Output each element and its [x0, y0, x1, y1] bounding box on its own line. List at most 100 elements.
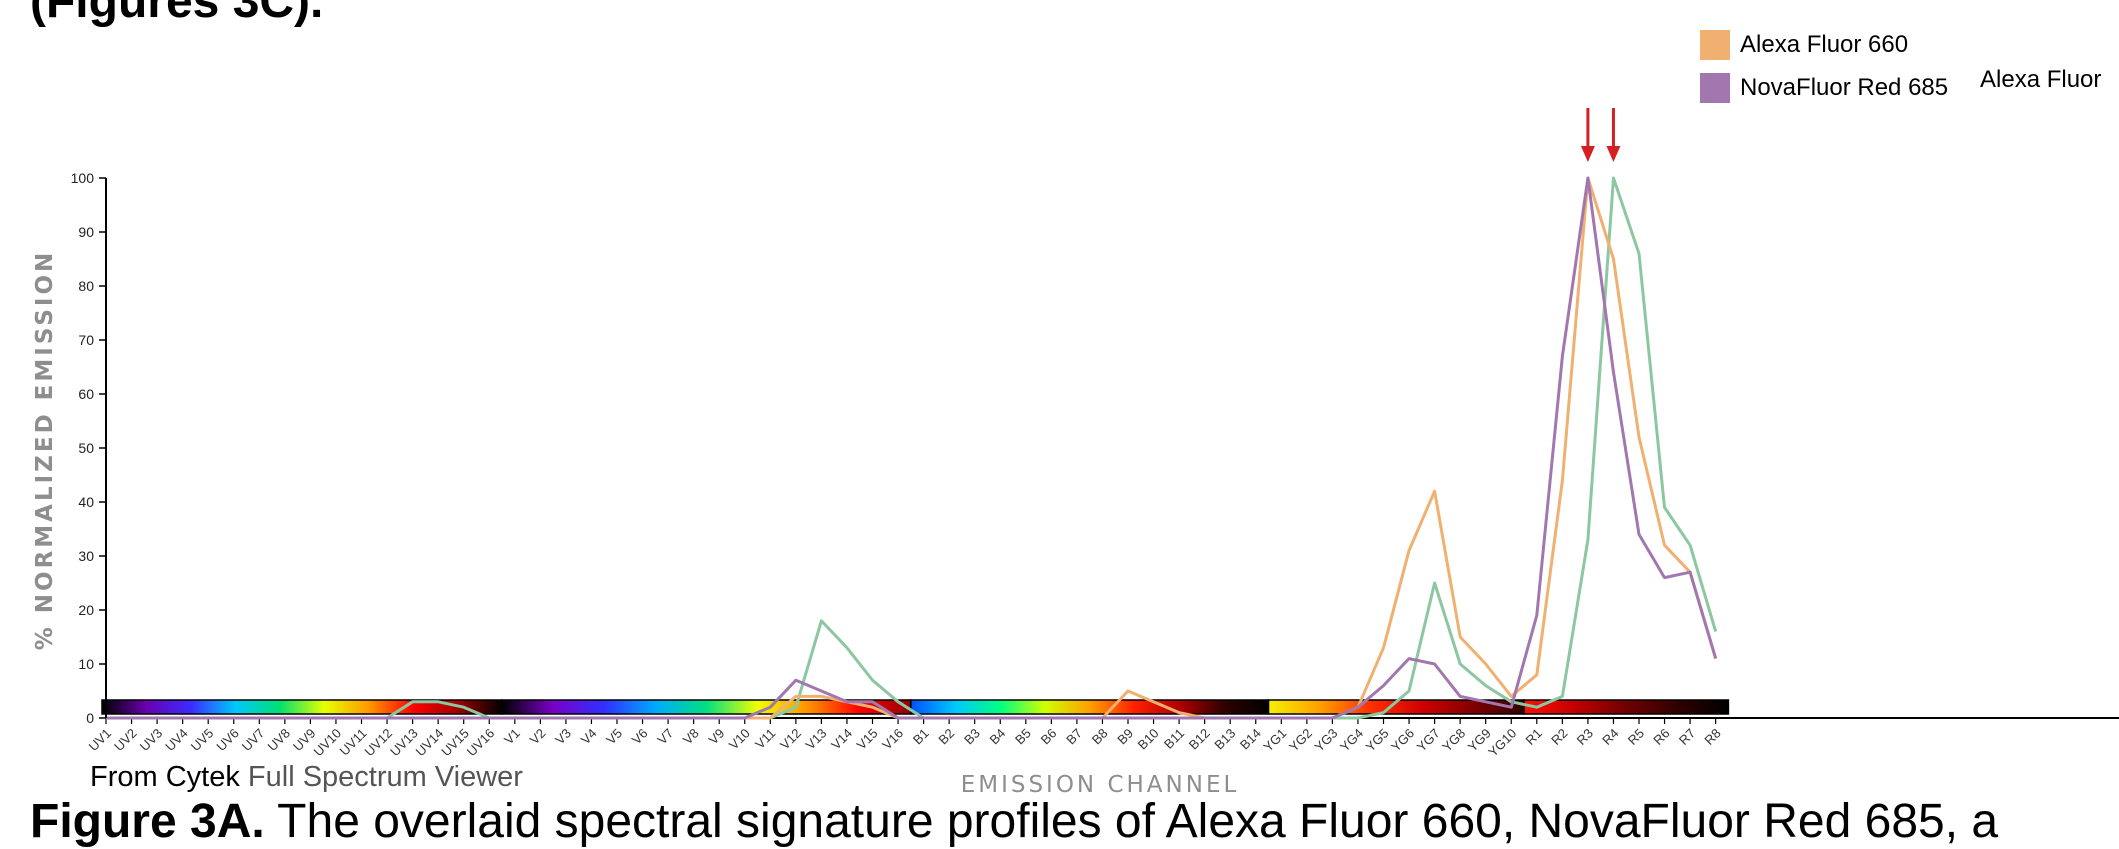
x-tick-label-b5: B5: [1012, 726, 1034, 748]
x-tick-label-b3: B3: [961, 726, 983, 748]
series-lines: [106, 176, 1718, 720]
x-tick-label-b8: B8: [1089, 726, 1111, 748]
x-tick-label-v15: V15: [854, 726, 881, 753]
peak-arrow-head: [1580, 146, 1595, 162]
y-tick-label: 40: [78, 494, 94, 510]
x-tick-label-v13: V13: [803, 726, 830, 753]
x-tick-label-v1: V1: [501, 726, 523, 748]
series-line-alexa-fluor-660: [106, 176, 1718, 720]
x-tick-label-uv15: UV15: [438, 726, 472, 760]
x-tick-label-r6: R6: [1650, 726, 1672, 748]
x-tick-label-r7: R7: [1676, 726, 1698, 748]
y-axis-label: % NORMALIZED EMISSION: [32, 250, 58, 651]
y-tick-label: 20: [78, 602, 94, 618]
x-tick-label-v8: V8: [680, 726, 702, 748]
x-axis-label: EMISSION CHANNEL: [961, 772, 1240, 798]
x-tick-label-uv8: UV8: [264, 726, 292, 754]
series-line-alexa-fluor: [106, 176, 1718, 720]
x-tick-label-yg10: YG10: [1485, 726, 1519, 760]
x-tick-label-b12: B12: [1186, 726, 1213, 753]
x-tick-label-yg8: YG8: [1439, 726, 1468, 755]
legend-item-novafluor-red-685: NovaFluor Red 685: [1700, 69, 1948, 107]
figure-caption-text: The overlaid spectral signature profiles…: [264, 795, 1999, 848]
x-axis-ticks: UV1UV2UV3UV4UV5UV6UV7UV8UV9UV10UV11UV12U…: [86, 718, 1724, 760]
x-tick-label-uv11: UV11: [337, 726, 370, 759]
legend-label: NovaFluor Red 685: [1740, 74, 1949, 101]
figure-caption: Figure 3A. The overlaid spectral signatu…: [30, 794, 1998, 849]
x-tick-label-b1: B1: [910, 726, 932, 748]
x-tick-label-v6: V6: [629, 726, 651, 748]
source-prefix: From Cytek: [90, 761, 240, 793]
x-tick-label-r2: R2: [1548, 726, 1570, 748]
x-tick-label-uv2: UV2: [111, 726, 139, 754]
legend: Alexa Fluor 660 NovaFluor Red 685: [1700, 26, 1948, 112]
legend-swatch: [1700, 30, 1730, 60]
top-caption: (Figures 3C).: [30, 0, 324, 28]
source-suffix: Full Spectrum Viewer: [247, 761, 523, 793]
x-tick-label-b13: B13: [1211, 726, 1238, 753]
y-tick-label: 70: [78, 332, 94, 348]
x-tick-label-yg6: YG6: [1388, 726, 1417, 755]
x-tick-label-uv4: UV4: [162, 726, 190, 754]
x-tick-label-uv1: UV1: [86, 726, 114, 754]
x-tick-label-v10: V10: [726, 726, 753, 753]
x-tick-label-r4: R4: [1599, 726, 1621, 748]
x-tick-label-b2: B2: [935, 726, 957, 748]
y-tick-label: 50: [78, 440, 94, 456]
y-tick-label: 10: [78, 656, 94, 672]
x-tick-label-v4: V4: [578, 726, 600, 748]
x-tick-label-r5: R5: [1625, 726, 1647, 748]
legend-label-alexa-fluor: Alexa Fluor: [1980, 66, 2102, 93]
x-tick-label-uv6: UV6: [213, 726, 241, 754]
x-tick-label-v11: V11: [752, 726, 778, 752]
x-tick-label-v16: V16: [879, 726, 906, 753]
y-tick-label: 30: [78, 548, 94, 564]
y-axis-ticks: 0 10 20 30 40 50 60 70 80 90 100: [71, 170, 106, 726]
x-tick-label-yg3: YG3: [1312, 726, 1341, 755]
x-tick-label-uv16: UV16: [464, 726, 498, 760]
x-tick-label-v7: V7: [654, 726, 676, 748]
x-tick-label-v12: V12: [777, 726, 804, 753]
x-tick-label-v14: V14: [828, 726, 855, 753]
y-tick-label: 0: [86, 710, 94, 726]
x-tick-label-v2: V2: [527, 726, 549, 748]
x-tick-label-yg7: YG7: [1414, 726, 1443, 755]
y-tick-label: 100: [71, 170, 95, 186]
x-tick-label-b4: B4: [987, 726, 1009, 748]
x-tick-label-r8: R8: [1701, 726, 1723, 748]
x-tick-label-uv7: UV7: [239, 726, 267, 754]
x-tick-label-uv13: UV13: [387, 726, 421, 760]
series-line-novafluor-red-685: [106, 176, 1718, 720]
laser-band-b: [910, 699, 1270, 715]
x-tick-label-uv12: UV12: [362, 726, 396, 760]
x-tick-label-v9: V9: [705, 726, 727, 748]
x-tick-label-b7: B7: [1063, 726, 1085, 748]
x-tick-label-b11: B11: [1161, 726, 1187, 752]
x-tick-label-b9: B9: [1114, 726, 1136, 748]
peak-arrows: [1580, 108, 1621, 162]
x-tick-label-uv14: UV14: [413, 726, 447, 760]
x-tick-label-yg1: YG1: [1260, 726, 1289, 755]
x-tick-label-b10: B10: [1135, 726, 1162, 753]
x-tick-label-yg2: YG2: [1286, 726, 1315, 755]
y-tick-label: 60: [78, 386, 94, 402]
x-tick-label-uv3: UV3: [137, 726, 165, 754]
x-tick-label-r1: R1: [1523, 726, 1545, 748]
peak-arrow-head: [1606, 146, 1621, 162]
x-tick-label-v5: V5: [603, 726, 625, 748]
source-note: From Cytek Full Spectrum Viewer: [90, 761, 523, 794]
legend-item-alexa-fluor-660: Alexa Fluor 660: [1700, 26, 1948, 64]
legend-swatch: [1700, 73, 1730, 103]
x-tick-label-uv10: UV10: [310, 726, 344, 760]
x-tick-label-yg4: YG4: [1337, 726, 1366, 755]
x-tick-label-v3: V3: [552, 726, 574, 748]
y-tick-label: 90: [78, 224, 94, 240]
figure-caption-label: Figure 3A.: [30, 795, 265, 848]
x-tick-label-b6: B6: [1038, 726, 1060, 748]
y-tick-label: 80: [78, 278, 94, 294]
x-tick-label-uv5: UV5: [188, 726, 216, 754]
x-tick-label-r3: R3: [1574, 726, 1596, 748]
x-tick-label-b14: B14: [1237, 726, 1264, 753]
legend-label: Alexa Fluor 660: [1740, 31, 1909, 58]
